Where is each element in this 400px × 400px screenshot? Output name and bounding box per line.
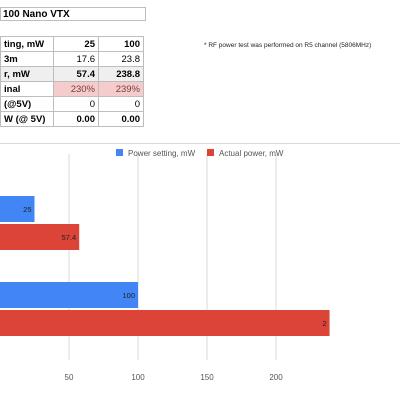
table-cell: 0.00 bbox=[98, 111, 144, 127]
table-cell: 17.6 bbox=[53, 51, 99, 67]
table-cell: r, mW bbox=[0, 66, 54, 82]
table-cell: inal bbox=[0, 81, 54, 97]
table-row: inal 230% 239% bbox=[0, 81, 144, 97]
table-cell: 23.8 bbox=[98, 51, 144, 67]
table-title: 100 Nano VTX bbox=[0, 7, 146, 21]
divider bbox=[0, 143, 400, 144]
table-row: ting, mW 25 100 bbox=[0, 36, 144, 52]
table-cell: 25 bbox=[53, 36, 99, 52]
bar-value-label: 2 bbox=[322, 319, 326, 328]
table-row: 3m 17.6 23.8 bbox=[0, 51, 144, 67]
table-row: (@5V) 0 0 bbox=[0, 96, 144, 112]
x-tick-label: 50 bbox=[65, 373, 74, 382]
bars: 25 57.4 100 2 bbox=[0, 196, 330, 336]
table-cell: 238.8 bbox=[98, 66, 144, 82]
bar bbox=[0, 282, 138, 308]
x-tick-label: 200 bbox=[269, 373, 283, 382]
table-cell: 0 bbox=[53, 96, 99, 112]
table-cell: 239% bbox=[98, 81, 144, 97]
legend-label: Actual power, mW bbox=[219, 149, 284, 158]
legend-swatch bbox=[207, 149, 214, 156]
test-note: * RF power test was performed on R5 chan… bbox=[204, 42, 372, 49]
x-tick-label: 150 bbox=[200, 373, 214, 382]
table-row: W (@ 5V) 0.00 0.00 bbox=[0, 111, 144, 127]
power-bar-chart: Power setting, mW Actual power, mW 25 57.4… bbox=[0, 149, 330, 382]
x-axis-ticks: 50 100 150 200 bbox=[65, 373, 284, 382]
bar bbox=[0, 196, 35, 222]
table-cell: ting, mW bbox=[0, 36, 54, 52]
spec-table: ting, mW 25 100 3m 17.6 23.8 r, mW 57.4 238.8 ina… bbox=[0, 36, 144, 127]
chart-legend: Power setting, mW Actual power, mW bbox=[116, 149, 284, 158]
table-cell: 0 bbox=[98, 96, 144, 112]
table-cell: (@5V) bbox=[0, 96, 54, 112]
legend-label: Power setting, mW bbox=[128, 149, 196, 158]
bar-value-label: 57.4 bbox=[62, 233, 77, 242]
table-cell: 100 bbox=[98, 36, 144, 52]
bar-value-label: 25 bbox=[23, 205, 31, 214]
x-tick-label: 100 bbox=[131, 373, 145, 382]
table-cell: 3m bbox=[0, 51, 54, 67]
bar-value-label: 100 bbox=[122, 291, 135, 300]
bar bbox=[0, 310, 330, 336]
table-cell: W (@ 5V) bbox=[0, 111, 54, 127]
table-cell: 57.4 bbox=[53, 66, 99, 82]
table-cell: 230% bbox=[53, 81, 99, 97]
table-cell: 0.00 bbox=[53, 111, 99, 127]
table-row: r, mW 57.4 238.8 bbox=[0, 66, 144, 82]
bar bbox=[0, 224, 80, 250]
legend-swatch bbox=[116, 149, 123, 156]
